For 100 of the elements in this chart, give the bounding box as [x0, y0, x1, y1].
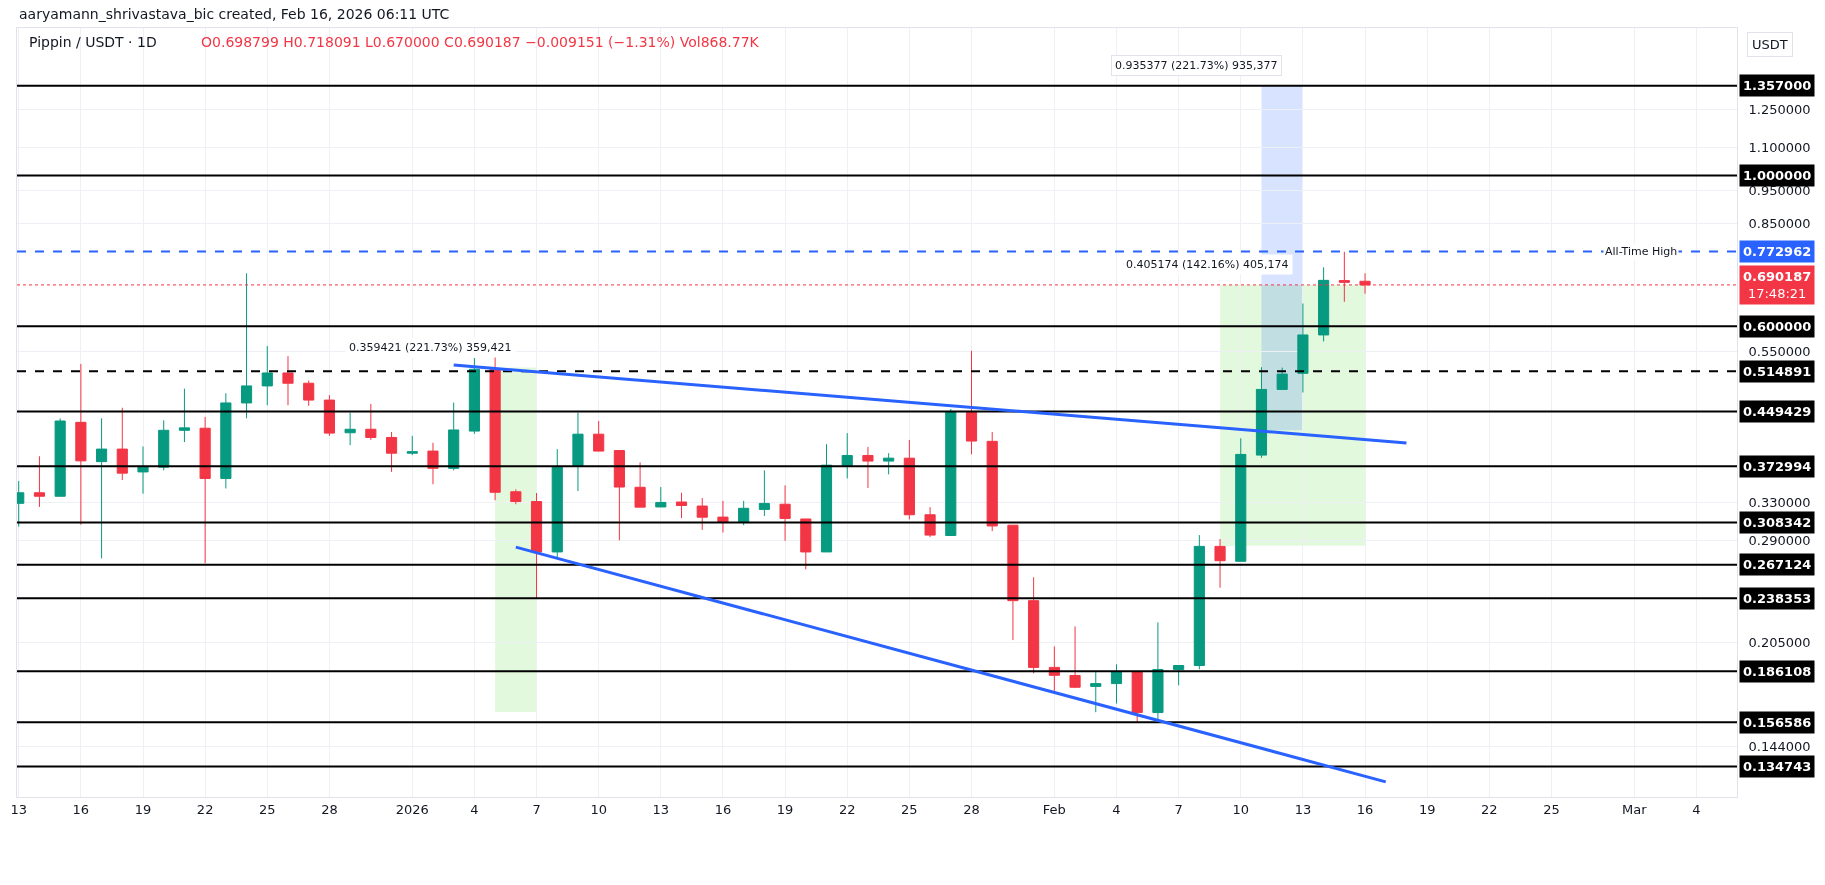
x-tick-label: 4 [1112, 801, 1121, 817]
candlestick [75, 363, 87, 526]
candlestick [530, 492, 543, 599]
candlestick [572, 412, 584, 492]
candlestick [261, 345, 273, 406]
candlestick [158, 419, 170, 471]
candlestick [820, 443, 833, 553]
x-tick-label: 4 [1692, 801, 1701, 817]
candlestick [779, 484, 791, 542]
x-tick-label: Mar [1622, 801, 1648, 817]
x-tick-label: 19 [776, 801, 794, 817]
candlestick [1152, 621, 1164, 721]
candlestick [634, 461, 646, 508]
ref-line-label: 0.690187 17:48:21 [1743, 269, 1812, 301]
candlestick [240, 272, 253, 419]
candlestick [385, 431, 398, 473]
candlestick [344, 412, 356, 446]
candlestick [33, 455, 46, 508]
y-tick-label: 0.290000 [1748, 533, 1811, 549]
x-tick-label: 10 [590, 801, 607, 817]
x-tick-label: 22 [196, 801, 214, 817]
y-tick-label: 0.850000 [1748, 216, 1811, 232]
candlestick [199, 416, 211, 564]
candlestick [1028, 576, 1040, 674]
candlestick [1214, 538, 1226, 589]
candlestick [448, 402, 460, 471]
candlestick [1276, 367, 1288, 390]
annotation: 0.935377 (221.73%) 935,377 [1115, 59, 1278, 72]
ref-line-label: 1.000000 [1743, 168, 1812, 183]
x-tick-label: 19 [1418, 801, 1436, 817]
y-tick-label: 1.100000 [1748, 140, 1811, 156]
candlestick [137, 445, 149, 495]
ref-line-label: 1.357000 [1743, 78, 1812, 93]
candlestick [593, 420, 605, 452]
candlestick [945, 408, 957, 536]
ref-line-label: 0.600000 [1743, 319, 1812, 334]
x-tick-label: 28 [963, 801, 980, 817]
candlestick [903, 439, 915, 520]
candlestick [841, 432, 853, 479]
candlestick [675, 492, 688, 519]
candlestick [1007, 524, 1019, 641]
y-tick-label: 0.330000 [1748, 495, 1811, 510]
candlestick [1069, 625, 1081, 689]
y-tick-label: 1.250000 [1748, 102, 1811, 118]
x-tick-label: 22 [1481, 801, 1498, 817]
annotation: All-Time High [1605, 245, 1678, 258]
ref-line-label: 0.238353 [1743, 591, 1812, 606]
candlestick [1318, 266, 1330, 342]
x-tick-label: 16 [714, 801, 732, 817]
candlestick [1090, 671, 1102, 713]
candlestick [1235, 437, 1247, 562]
y-axis-title: USDT [1752, 37, 1788, 52]
candlestick [551, 448, 563, 558]
ref-line-label: 0.267124 [1743, 557, 1812, 572]
x-tick-label: 13 [10, 801, 27, 817]
x-tick-label: 22 [838, 801, 856, 817]
y-tick-label: 0.144000 [1748, 739, 1811, 755]
annotation: 0.405174 (142.16%) 405,174 [1126, 258, 1289, 271]
x-tick-label: 13 [652, 801, 670, 817]
candlestick [1110, 663, 1123, 705]
candlestick [1297, 303, 1309, 393]
candlestick [282, 355, 294, 406]
x-tick-label: 25 [901, 801, 918, 817]
ref-line-label: 0.156586 [1743, 715, 1812, 730]
candlestick [468, 357, 480, 435]
candlestick [986, 431, 998, 532]
ref-line-label: 0.449429 [1743, 404, 1812, 419]
x-tick-label: 16 [1356, 801, 1374, 817]
candlestick [800, 518, 812, 570]
x-tick-label: 10 [1232, 801, 1250, 817]
candlestick [303, 380, 315, 407]
candlestick [758, 469, 770, 517]
ref-line-label: 0.308342 [1743, 515, 1812, 530]
candlestick [862, 446, 874, 489]
text: O0.698799 H0.718091 L0.670000 C0.690187 −0.009151 (−1.31%) Vol868.77K [201, 34, 760, 50]
x-tick-label: 13 [1294, 801, 1312, 817]
candlestick [655, 486, 667, 508]
candlestick [96, 417, 108, 559]
text: Pippin / USDT · 1D [29, 34, 157, 50]
y-tick-label: 0.550000 [1748, 344, 1811, 360]
candlestick [116, 407, 128, 481]
x-tick-label: 28 [321, 801, 338, 817]
candlestick [1193, 534, 1205, 670]
candlestick [696, 497, 708, 531]
ref-line-label: 0.514891 [1743, 364, 1812, 379]
x-tick-label: 25 [1543, 801, 1560, 817]
x-tick-label: 25 [259, 801, 276, 817]
candlestick [178, 388, 190, 443]
candlestick [883, 452, 895, 475]
candlestick [510, 488, 522, 505]
y-tick-label: 0.950000 [1748, 183, 1811, 199]
x-tick-label: 16 [72, 801, 90, 817]
ref-line-label: 0.186108 [1743, 664, 1812, 679]
annotation: 0.359421 (221.73%) 359,421 [349, 341, 512, 354]
candlestick [220, 392, 232, 489]
x-tick-label: 7 [532, 801, 541, 817]
x-tick-label: 7 [1174, 801, 1183, 817]
candlestick [365, 403, 377, 441]
candlestick [613, 450, 625, 541]
ref-line-label: 0.772962 [1743, 244, 1812, 259]
